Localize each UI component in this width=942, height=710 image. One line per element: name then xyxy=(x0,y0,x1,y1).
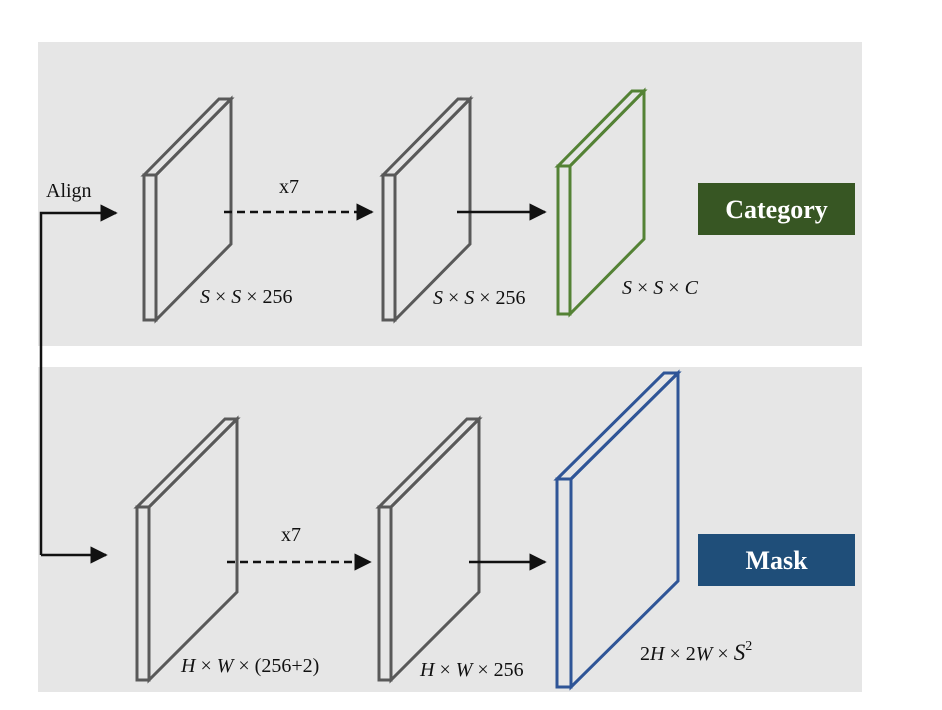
mask-layer-2-dims: H × W × 256 xyxy=(419,659,524,681)
category-output-block xyxy=(554,87,648,318)
align-label: Align xyxy=(46,180,92,202)
category-layer-1-dims: S × S × 256 xyxy=(200,286,293,308)
category-layer-1 xyxy=(140,95,235,324)
mask-layer-2 xyxy=(375,415,483,684)
mask-repeat-label: x7 xyxy=(281,524,301,546)
mask-layer-1-dims: H × W × (256+2) xyxy=(180,655,319,677)
align-connector xyxy=(39,204,118,555)
category-layer-2 xyxy=(379,95,474,324)
mask-branch-panel xyxy=(38,367,862,692)
category-output-dims: S × S × C xyxy=(622,277,699,299)
category-layer-2-dims: S × S × 256 xyxy=(433,287,526,309)
category-repeat-label: x7 xyxy=(279,176,299,198)
mask-badge-label: Mask xyxy=(745,546,808,575)
mask-badge xyxy=(698,534,855,586)
category-badge xyxy=(698,183,855,235)
category-badge-label: Category xyxy=(725,195,828,224)
mask-output-dims: 2H × 2W × S2 xyxy=(640,639,752,665)
mask-layer-1 xyxy=(133,415,241,684)
mask-output-block xyxy=(553,369,682,691)
